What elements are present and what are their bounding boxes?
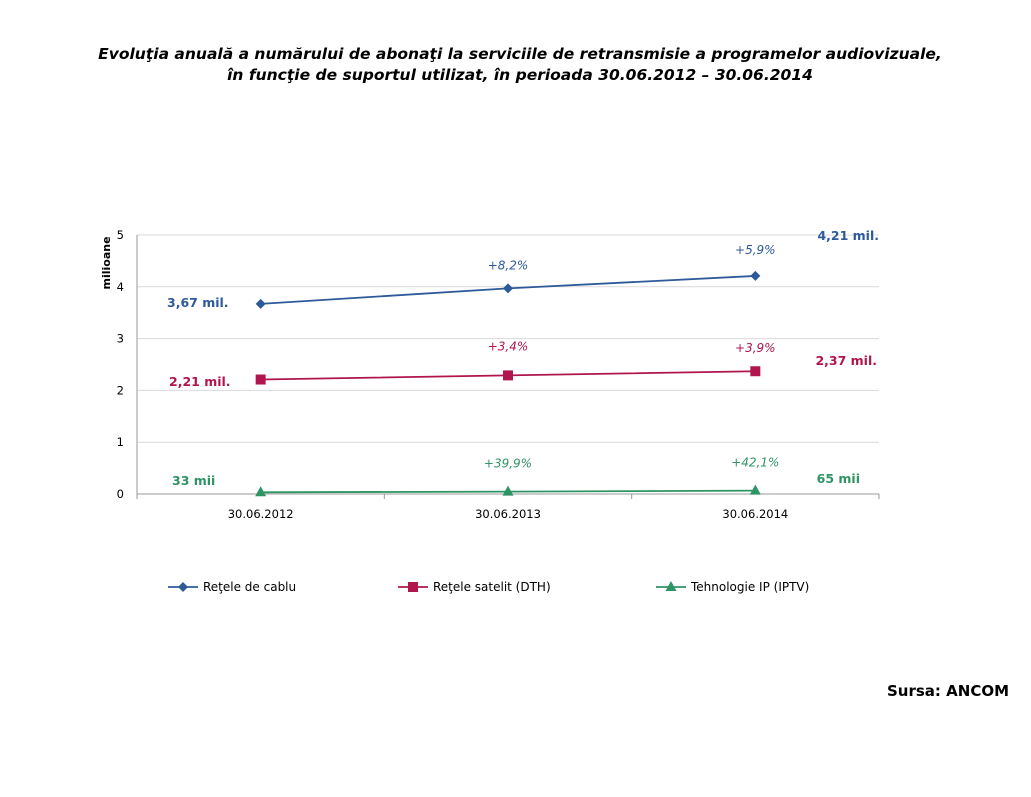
chart-title-line-2: în funcţie de suportul utilizat, în peri…: [227, 66, 813, 84]
diamond-marker: [255, 298, 266, 309]
start-value-label: 3,67 mil.: [167, 295, 229, 310]
triangle-marker: [749, 484, 761, 495]
y-axis-label: milioane: [100, 236, 113, 289]
diamond-marker: [750, 270, 761, 281]
y-tick-label: 4: [117, 280, 124, 294]
legend-triangle-marker: [665, 581, 677, 591]
triangle-marker: [255, 486, 267, 497]
end-value-label: 65 mii: [817, 471, 860, 486]
chart-title: Evoluţia anuală a numărului de abonaţi l…: [40, 44, 1000, 86]
y-tick-label: 3: [117, 332, 124, 346]
source-note: Sursa: ANCOM: [887, 682, 1009, 700]
square-marker: [503, 370, 513, 381]
growth-label: +3,9%: [735, 341, 776, 355]
y-tick-label: 1: [117, 435, 124, 449]
growth-label: +5,9%: [735, 243, 776, 257]
legend-label: Tehnologie IP (IPTV): [690, 580, 809, 594]
legend-diamond-marker: [178, 582, 188, 592]
x-tick-label: 30.06.2014: [722, 507, 788, 521]
square-marker: [255, 374, 266, 385]
start-value-label: 2,21 mil.: [169, 374, 231, 389]
legend-square-marker: [408, 582, 418, 592]
y-tick-label: 0: [117, 487, 124, 501]
growth-label: +42,1%: [731, 456, 779, 470]
x-tick-label: 30.06.2013: [475, 507, 541, 521]
growth-label: +3,4%: [488, 339, 529, 353]
x-tick-label: 30.06.2012: [228, 507, 294, 521]
square-marker: [750, 366, 761, 377]
end-value-label: 4,21 mil.: [817, 228, 879, 243]
y-tick-label: 2: [117, 383, 124, 397]
start-value-label: 33 mii: [172, 473, 215, 488]
end-value-label: 2,37 mil.: [815, 353, 877, 368]
diamond-marker: [503, 283, 513, 294]
growth-label: +8,2%: [488, 258, 529, 272]
triangle-marker: [502, 485, 514, 496]
y-tick-label: 5: [117, 228, 124, 242]
growth-label: +39,9%: [484, 457, 532, 471]
chart-title-line-1: Evoluţia anuală a numărului de abonaţi l…: [98, 45, 942, 63]
legend-label: Reţele de cablu: [203, 580, 296, 594]
legend-label: Reţele satelit (DTH): [433, 580, 551, 594]
